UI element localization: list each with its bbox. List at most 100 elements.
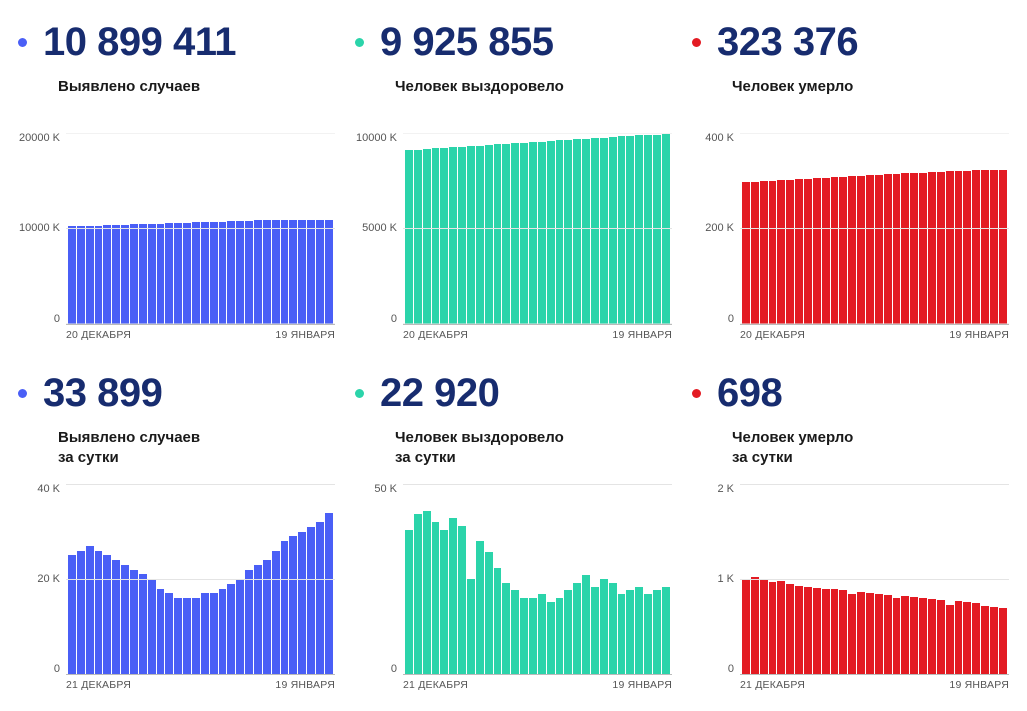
bar [440, 530, 448, 674]
bar [307, 527, 315, 674]
bar [103, 555, 111, 674]
chart-area: 40 K20 K021 ДЕКАБРЯ19 ЯНВАРЯ [18, 484, 335, 691]
x-axis: 21 ДЕКАБРЯ19 ЯНВАРЯ [403, 679, 672, 691]
card-headline: 9 925 855 [355, 20, 672, 65]
bar [618, 594, 626, 674]
bar [467, 146, 475, 323]
bar [494, 144, 502, 323]
stats-grid: 10 899 411Выявлено случаев20000 K10000 K… [18, 20, 1009, 691]
bar [423, 149, 431, 323]
bar [68, 555, 76, 674]
chart-area: 400 K200 K0 20 ДЕКАБРЯ 19 ЯНВАРЯ [692, 133, 1009, 341]
bar [644, 135, 652, 323]
chart-body: 400 K200 K0 [692, 133, 1009, 325]
bar-chart [740, 484, 1009, 675]
chart-area: 50 K0 21 ДЕКАБРЯ19 ЯНВАРЯ [355, 484, 672, 691]
bar [866, 593, 874, 674]
bar [946, 171, 954, 323]
bar [928, 599, 936, 674]
bar [990, 170, 998, 324]
bar [848, 176, 856, 323]
y-tick-label: 2 K [717, 484, 734, 495]
stat-card-4: 22 920Человек выздоровелоза сутки50 K021… [355, 371, 672, 692]
chart-area: 20000 K10000 K020 ДЕКАБРЯ19 ЯНВАРЯ [18, 133, 335, 341]
bar [582, 575, 590, 674]
y-axis: 20000 K10000 K0 [18, 133, 66, 325]
bar [609, 583, 617, 674]
bar [901, 173, 909, 323]
bar [157, 589, 165, 675]
bar [839, 590, 847, 674]
bar [130, 224, 138, 323]
stat-subtitle: Выявлено случаев [58, 77, 335, 117]
bar [174, 223, 182, 324]
bar [884, 595, 892, 674]
x-start-label: 20 ДЕКАБРЯ [740, 329, 805, 341]
stat-card-1: 9 925 855Человек выздоровело10000 K5000 … [355, 20, 672, 341]
bar [591, 138, 599, 323]
bar [529, 142, 537, 323]
bar [440, 148, 448, 324]
stat-card-2: 323 376Человек умерло400 K200 K020 ДЕКАБ… [692, 20, 1009, 341]
stat-card-0: 10 899 411Выявлено случаев20000 K10000 K… [18, 20, 335, 341]
bar [786, 584, 794, 674]
bar [653, 590, 661, 674]
stat-subtitle: Человек умерло [732, 77, 1009, 117]
bar [183, 598, 191, 674]
bar [281, 220, 289, 324]
x-axis: 20 ДЕКАБРЯ 19 ЯНВАРЯ [740, 329, 1009, 341]
bar [910, 173, 918, 323]
bar [795, 586, 803, 674]
color-dot [692, 389, 701, 398]
bar [831, 589, 839, 674]
x-start-label: 21 ДЕКАБРЯ [403, 679, 468, 691]
x-axis: 21 ДЕКАБРЯ19 ЯНВАРЯ [740, 679, 1009, 691]
x-end-label: 19 ЯНВАРЯ [949, 329, 1009, 341]
bar [298, 532, 306, 675]
bar [139, 574, 147, 674]
bar [786, 180, 794, 324]
bar [112, 560, 120, 674]
bar [946, 605, 954, 674]
y-tick-label: 10000 K [19, 223, 60, 234]
x-axis: 20 ДЕКАБРЯ19 ЯНВАРЯ [403, 329, 672, 341]
bar [635, 135, 643, 323]
bar [121, 225, 129, 324]
bar [618, 136, 626, 323]
bar [600, 138, 608, 324]
y-axis: 2 K1 K0 [692, 484, 740, 675]
bar [485, 145, 493, 323]
bar [423, 511, 431, 674]
bar [626, 590, 634, 674]
bar [281, 541, 289, 674]
bar [316, 220, 324, 324]
bar [875, 594, 883, 674]
bar [742, 579, 750, 674]
bar [148, 224, 156, 324]
bar [777, 581, 785, 674]
bar [458, 526, 466, 674]
bar [245, 221, 253, 324]
bar [547, 602, 555, 674]
color-dot [355, 38, 364, 47]
x-start-label: 21 ДЕКАБРЯ [740, 679, 805, 691]
chart-body: 50 K0 [355, 484, 672, 675]
bar [458, 147, 466, 324]
bar [449, 147, 457, 323]
bar [502, 144, 510, 324]
bar [174, 598, 182, 674]
bar [910, 597, 918, 674]
bar [804, 587, 812, 674]
bar [263, 220, 271, 323]
bar [511, 143, 519, 323]
bar [77, 226, 85, 323]
bar [760, 181, 768, 323]
bar [919, 173, 927, 324]
bar [254, 220, 262, 323]
color-dot [18, 38, 27, 47]
bar [414, 150, 422, 324]
bar [165, 593, 173, 674]
stat-card-3: 33 899Выявлено случаевза сутки40 K20 K02… [18, 371, 335, 692]
bar [564, 140, 572, 324]
bar [227, 221, 235, 323]
